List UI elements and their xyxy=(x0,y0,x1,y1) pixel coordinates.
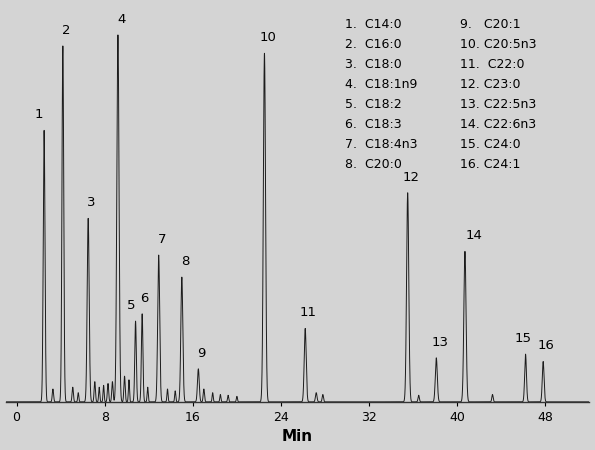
Text: 13: 13 xyxy=(431,336,448,349)
Text: 12: 12 xyxy=(402,171,419,184)
Text: 16. C24:1: 16. C24:1 xyxy=(460,158,521,171)
Text: 8.  C20:0: 8. C20:0 xyxy=(345,158,402,171)
Text: 7.  C18:4n3: 7. C18:4n3 xyxy=(345,138,418,151)
Text: 13. C22:5n3: 13. C22:5n3 xyxy=(460,98,536,111)
Text: 15: 15 xyxy=(515,332,532,345)
Text: 1.  C14:0: 1. C14:0 xyxy=(345,18,402,31)
Text: 1: 1 xyxy=(35,108,43,121)
Text: 6.  C18:3: 6. C18:3 xyxy=(345,118,402,131)
Text: 14. C22:6n3: 14. C22:6n3 xyxy=(460,118,536,131)
Text: 8: 8 xyxy=(181,255,189,268)
Text: 7: 7 xyxy=(158,233,166,246)
Text: 4.  C18:1n9: 4. C18:1n9 xyxy=(345,78,417,91)
Text: 4: 4 xyxy=(117,13,126,26)
Text: 12. C23:0: 12. C23:0 xyxy=(460,78,521,91)
Text: 11.  C22:0: 11. C22:0 xyxy=(460,58,525,71)
Text: 11: 11 xyxy=(300,306,317,320)
Text: 9.   C20:1: 9. C20:1 xyxy=(460,18,521,31)
Text: 10. C20:5n3: 10. C20:5n3 xyxy=(460,38,537,51)
Text: 6: 6 xyxy=(140,292,149,305)
Text: 10: 10 xyxy=(259,31,276,44)
Text: 2.  C16:0: 2. C16:0 xyxy=(345,38,402,51)
Text: 5: 5 xyxy=(127,299,136,312)
Text: 15. C24:0: 15. C24:0 xyxy=(460,138,521,151)
Text: 5.  C18:2: 5. C18:2 xyxy=(345,98,402,111)
Text: 3.  C18:0: 3. C18:0 xyxy=(345,58,402,71)
Text: 3: 3 xyxy=(87,196,96,209)
Text: 16: 16 xyxy=(538,339,555,352)
X-axis label: Min: Min xyxy=(282,429,313,445)
Text: 9: 9 xyxy=(198,346,206,360)
Text: 2: 2 xyxy=(62,24,70,37)
Text: 14: 14 xyxy=(465,229,482,242)
